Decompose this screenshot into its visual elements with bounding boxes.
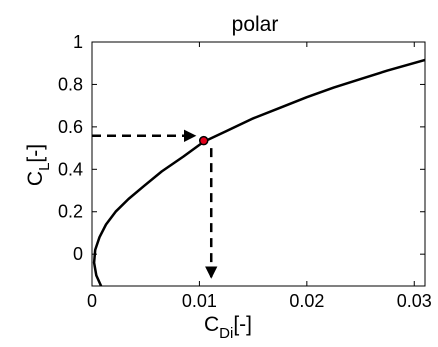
series-group: [92, 58, 425, 286]
y-tick-label: 0: [73, 244, 83, 264]
x-tick-label: 0.02: [289, 291, 324, 311]
y-axis-label-main: C: [24, 171, 47, 186]
y-axis-label-suffix: [-]: [24, 144, 47, 163]
polar-curve: [92, 58, 425, 286]
x-tick-label: 0.01: [182, 291, 217, 311]
x-axis-label-main: C: [204, 313, 219, 336]
y-tick-label: 0.4: [58, 159, 83, 179]
x-axis-label-sub: Di: [219, 325, 233, 342]
ticks: 0 0.01 0.02 0.03 0 0.2 0.4 0.6 0.8 1: [58, 32, 432, 311]
y-tick-label: 1: [73, 32, 83, 52]
x-tick-label: 0.03: [397, 291, 432, 311]
x-axis-label-suffix: [-]: [233, 313, 252, 336]
chart-title: polar: [232, 13, 279, 36]
operating-point-marker: [198, 135, 209, 146]
annotations: [92, 129, 218, 279]
plot-area-frame: [91, 41, 426, 287]
x-axis-label: CDi[-]: [204, 313, 252, 342]
x-tick-label: 0: [87, 291, 97, 311]
y-axis-label: CL[-]: [24, 144, 53, 186]
y-tick-label: 0.6: [58, 117, 83, 137]
y-axis-label-sub: L: [36, 163, 53, 171]
y-tick-label: 0.2: [58, 202, 83, 222]
y-tick-label: 0.8: [58, 74, 83, 94]
axes: [91, 41, 426, 287]
